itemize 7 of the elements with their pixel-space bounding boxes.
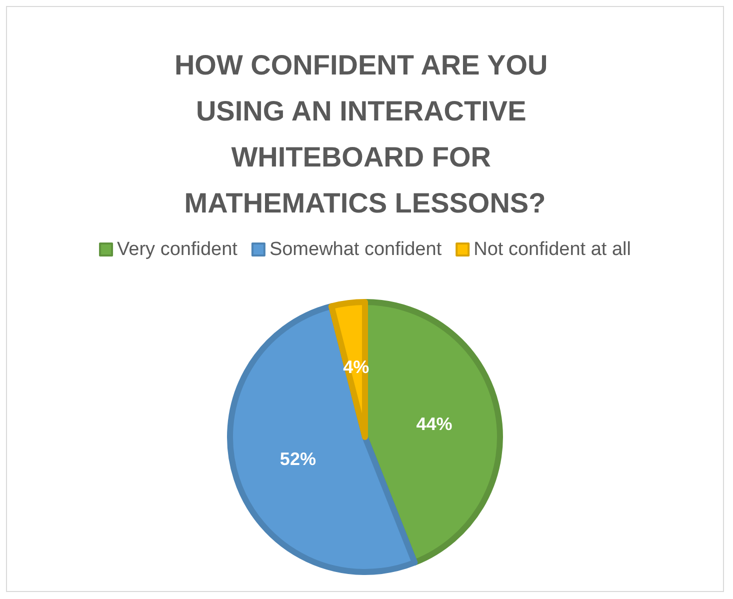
chart-title: HOW CONFIDENT ARE YOU USING AN INTERACTIVE WHITEBOARD FOR MATHEMATICS LESSONS? (174, 50, 556, 218)
data-label: 44% (416, 414, 452, 434)
data-label: 4% (343, 357, 370, 378)
data-label: 52% (280, 448, 316, 469)
legend-label: Very confident (117, 239, 238, 260)
legend-label: Somewhat confident (269, 239, 442, 260)
legend-label: Not confident at all (474, 239, 631, 260)
